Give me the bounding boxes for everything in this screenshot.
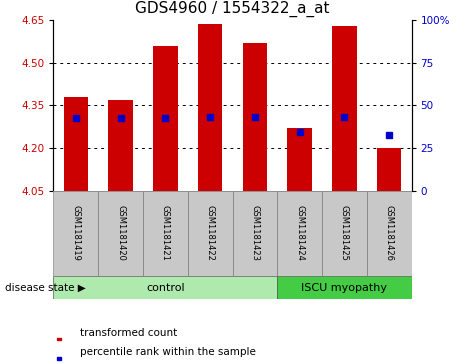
Text: GSM1181420: GSM1181420 bbox=[116, 205, 125, 261]
Text: ISCU myopathy: ISCU myopathy bbox=[301, 283, 387, 293]
Bar bbox=[322, 191, 367, 276]
Text: percentile rank within the sample: percentile rank within the sample bbox=[80, 347, 256, 357]
Bar bbox=[57, 357, 61, 360]
Bar bbox=[232, 191, 277, 276]
Text: GSM1181426: GSM1181426 bbox=[385, 205, 394, 261]
Text: GSM1181419: GSM1181419 bbox=[71, 205, 80, 261]
Text: GSM1181425: GSM1181425 bbox=[340, 205, 349, 261]
Title: GDS4960 / 1554322_a_at: GDS4960 / 1554322_a_at bbox=[135, 1, 330, 17]
Text: disease state ▶: disease state ▶ bbox=[5, 283, 86, 293]
Text: GSM1181423: GSM1181423 bbox=[250, 205, 259, 261]
Bar bbox=[277, 276, 412, 299]
Bar bbox=[367, 191, 412, 276]
Text: transformed count: transformed count bbox=[80, 327, 178, 338]
Bar bbox=[377, 148, 401, 191]
Bar bbox=[64, 97, 88, 191]
Bar bbox=[57, 338, 61, 340]
Bar bbox=[243, 43, 267, 191]
Bar bbox=[108, 99, 133, 191]
Text: GSM1181422: GSM1181422 bbox=[206, 205, 215, 261]
Bar bbox=[188, 191, 232, 276]
Bar bbox=[332, 26, 357, 191]
Text: control: control bbox=[146, 283, 185, 293]
Bar bbox=[143, 191, 188, 276]
Bar bbox=[153, 46, 178, 191]
Bar bbox=[53, 191, 98, 276]
Text: GSM1181421: GSM1181421 bbox=[161, 205, 170, 261]
Bar bbox=[287, 128, 312, 191]
Bar bbox=[198, 24, 222, 191]
Bar bbox=[98, 191, 143, 276]
Bar bbox=[53, 276, 277, 299]
Text: GSM1181424: GSM1181424 bbox=[295, 205, 304, 261]
Bar bbox=[277, 191, 322, 276]
